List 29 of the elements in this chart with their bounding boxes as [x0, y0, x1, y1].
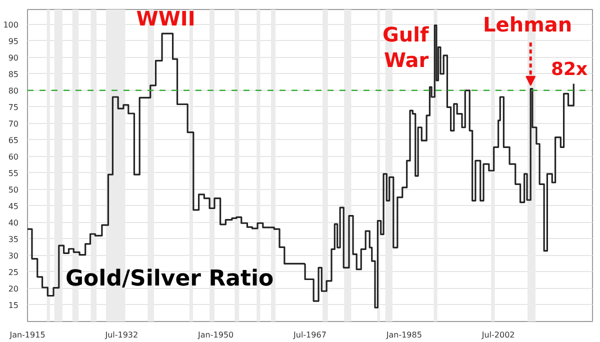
annotation: WWII — [136, 6, 196, 31]
y-tick-label: 30 — [8, 251, 19, 260]
y-tick-label: 80 — [8, 86, 19, 96]
x-tick-label: Jul-2002 — [480, 330, 515, 340]
y-tick-label: 15 — [8, 300, 19, 310]
annotation: Gold/Silver Ratio — [66, 266, 274, 292]
y-tick-label: 75 — [8, 102, 19, 112]
y-tick-label: 70 — [8, 119, 19, 128]
y-tick-label: 45 — [8, 202, 19, 211]
y-tick-label: 50 — [8, 185, 19, 194]
y-tick-label: 95 — [8, 36, 19, 46]
y-tick-label: 90 — [8, 53, 19, 62]
y-tick-label: 20 — [8, 284, 19, 294]
y-tick-label: 65 — [8, 136, 19, 145]
x-tick-label: Jul-1932 — [104, 330, 138, 340]
x-tick-label: Jul-1967 — [292, 330, 326, 340]
x-tick-label: Jan-1915 — [8, 330, 46, 340]
y-tick-label: 55 — [8, 168, 19, 178]
annotation: 82x — [551, 58, 588, 80]
y-tick-label: 40 — [8, 218, 19, 228]
y-tick-label: 100 — [3, 20, 19, 30]
annotation: Gulf War — [382, 22, 429, 72]
y-tick-label: 35 — [8, 234, 19, 244]
x-tick-label: Jan-1950 — [197, 330, 234, 340]
x-tick-label: Jan-1985 — [385, 330, 422, 340]
annotation: Lehman — [483, 12, 572, 37]
y-tick-label: 85 — [8, 70, 19, 79]
y-tick-label: 25 — [8, 268, 19, 277]
y-tick-label: 60 — [8, 152, 19, 162]
